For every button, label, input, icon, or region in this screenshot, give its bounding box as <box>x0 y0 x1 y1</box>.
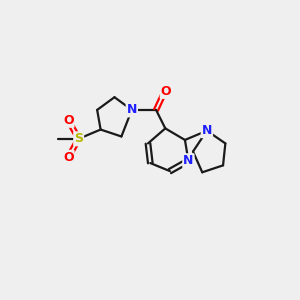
Text: O: O <box>63 151 74 164</box>
Text: O: O <box>161 85 171 98</box>
Text: S: S <box>74 132 83 145</box>
Text: N: N <box>202 124 212 137</box>
Text: N: N <box>183 154 194 167</box>
Text: N: N <box>127 103 137 116</box>
Text: O: O <box>63 114 74 127</box>
